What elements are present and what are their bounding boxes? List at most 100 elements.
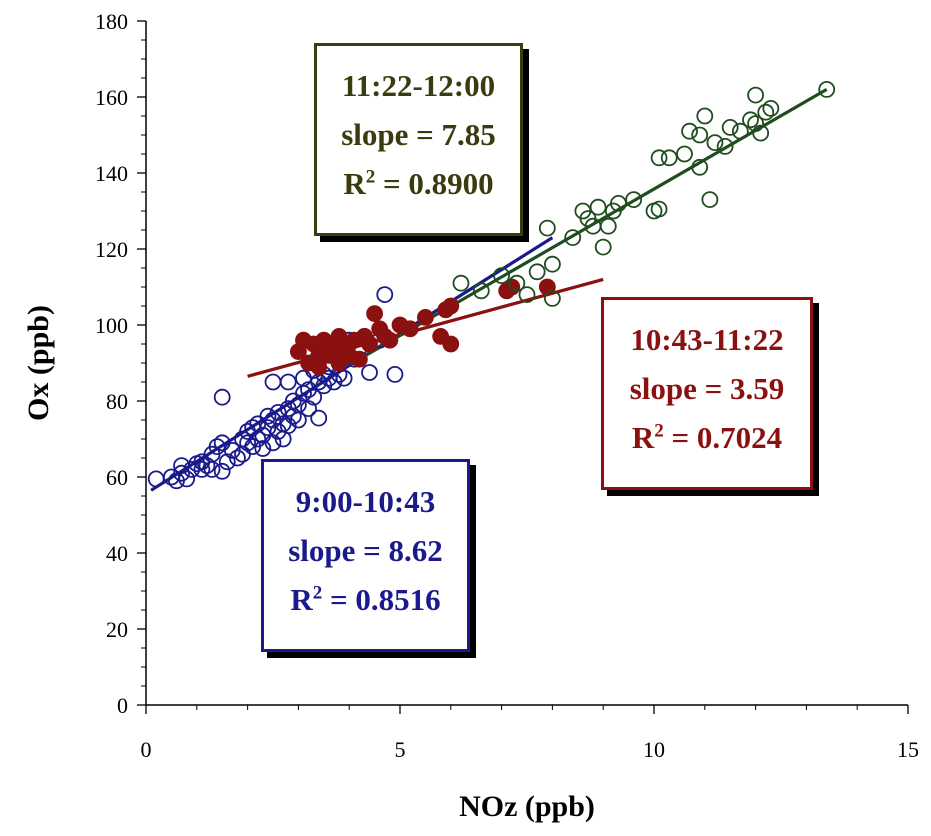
annotation-r2: R2 = 0.8900 <box>343 166 494 201</box>
data-point <box>264 373 282 391</box>
data-point <box>518 286 536 304</box>
data-point <box>660 149 678 167</box>
data-point <box>203 460 221 478</box>
y-tick-label: 160 <box>95 85 128 110</box>
axes: 0 20 40 60 80 100 120 140 160 180 0 5 10 15 <box>95 9 919 762</box>
annotation-period: 10:43-11:22 <box>630 322 784 357</box>
data-point <box>320 339 338 357</box>
annotation-slope: slope = 8.62 <box>288 533 443 568</box>
data-point <box>178 470 196 488</box>
data-point <box>361 364 378 381</box>
data-point <box>442 297 460 315</box>
data-point <box>264 434 282 452</box>
annotation-slope: slope = 7.85 <box>341 117 496 152</box>
data-point <box>259 407 277 425</box>
data-point <box>173 464 190 482</box>
data-point <box>589 198 607 216</box>
x-tick-label: 15 <box>897 737 919 762</box>
y-tick-label: 40 <box>106 541 128 566</box>
y-tick-label: 20 <box>106 617 128 642</box>
annotation-box-1122-1200: 11:22-12:00 slope = 7.85 R2 = 0.8900 <box>314 43 523 236</box>
data-point <box>452 274 470 292</box>
x-tick-label: 5 <box>395 737 406 762</box>
data-point <box>610 194 627 212</box>
data-point <box>198 457 216 475</box>
y-tick-label: 180 <box>95 9 128 34</box>
data-point <box>544 289 561 307</box>
data-points <box>147 81 836 490</box>
data-point <box>310 409 328 427</box>
series-1 <box>289 278 556 376</box>
data-point <box>208 438 226 456</box>
y-tick-label: 140 <box>95 161 128 186</box>
annotation-period: 9:00-10:43 <box>295 484 436 519</box>
y-tick-label: 80 <box>106 389 128 414</box>
data-point <box>335 369 353 387</box>
y-tick-label: 100 <box>95 313 128 338</box>
data-point <box>432 327 450 345</box>
annotation-box-900-1043: 9:00-10:43 slope = 8.62 R2 = 0.8516 <box>261 459 470 652</box>
data-point <box>376 286 394 304</box>
data-point <box>300 400 317 418</box>
data-point <box>691 126 709 144</box>
data-point <box>818 81 836 98</box>
y-tick-label: 0 <box>117 693 128 718</box>
data-point <box>696 107 714 125</box>
data-point <box>386 365 404 383</box>
data-point <box>401 320 419 338</box>
series-2 <box>452 81 836 307</box>
x-tick-label: 10 <box>643 737 665 762</box>
data-point <box>193 460 211 478</box>
annotation-slope: slope = 3.59 <box>629 371 785 406</box>
y-tick-label: 120 <box>95 237 128 262</box>
data-point <box>472 282 490 300</box>
data-point <box>381 331 399 349</box>
data-point <box>721 119 739 136</box>
data-point <box>625 191 643 209</box>
data-point <box>757 103 775 121</box>
data-point <box>213 462 231 480</box>
data-point <box>366 305 384 323</box>
data-point <box>340 335 358 353</box>
data-point <box>544 255 561 273</box>
data-point <box>310 358 328 376</box>
data-point <box>716 137 734 155</box>
data-point <box>279 417 297 435</box>
data-point <box>747 86 764 104</box>
data-point <box>691 158 709 176</box>
data-point <box>731 122 749 140</box>
data-point <box>229 449 246 467</box>
x-tick-label: 0 <box>141 737 152 762</box>
data-point <box>650 149 668 167</box>
data-point <box>650 200 668 218</box>
data-point <box>747 115 764 132</box>
data-point <box>239 434 257 452</box>
data-point <box>289 411 307 429</box>
data-point <box>279 373 297 391</box>
data-point <box>564 229 582 247</box>
x-axis-title: NOz (ppb) <box>459 790 595 823</box>
data-point <box>594 238 612 256</box>
data-point <box>361 335 378 353</box>
annotation-r2: R2 = 0.7024 <box>631 420 783 455</box>
data-point <box>538 219 556 237</box>
data-point <box>254 440 272 457</box>
data-point <box>676 145 693 163</box>
data-point <box>213 388 231 406</box>
series-0 <box>147 286 404 490</box>
data-point <box>706 134 724 152</box>
data-point <box>742 111 759 129</box>
data-point <box>269 403 287 421</box>
data-point <box>528 263 546 281</box>
annotation-r2: R2 = 0.8516 <box>290 582 441 617</box>
data-point <box>305 388 323 406</box>
data-point <box>147 470 165 488</box>
data-point <box>508 274 526 292</box>
data-point <box>493 267 511 285</box>
data-point <box>599 217 617 235</box>
data-point <box>701 191 719 209</box>
y-axis-title: Ox (ppb) <box>22 305 55 421</box>
data-point <box>218 453 236 471</box>
data-point <box>416 308 434 326</box>
